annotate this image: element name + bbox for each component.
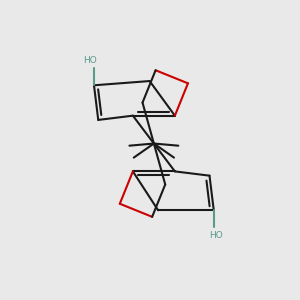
Text: HO: HO [83, 56, 97, 64]
Text: HO: HO [209, 231, 223, 240]
